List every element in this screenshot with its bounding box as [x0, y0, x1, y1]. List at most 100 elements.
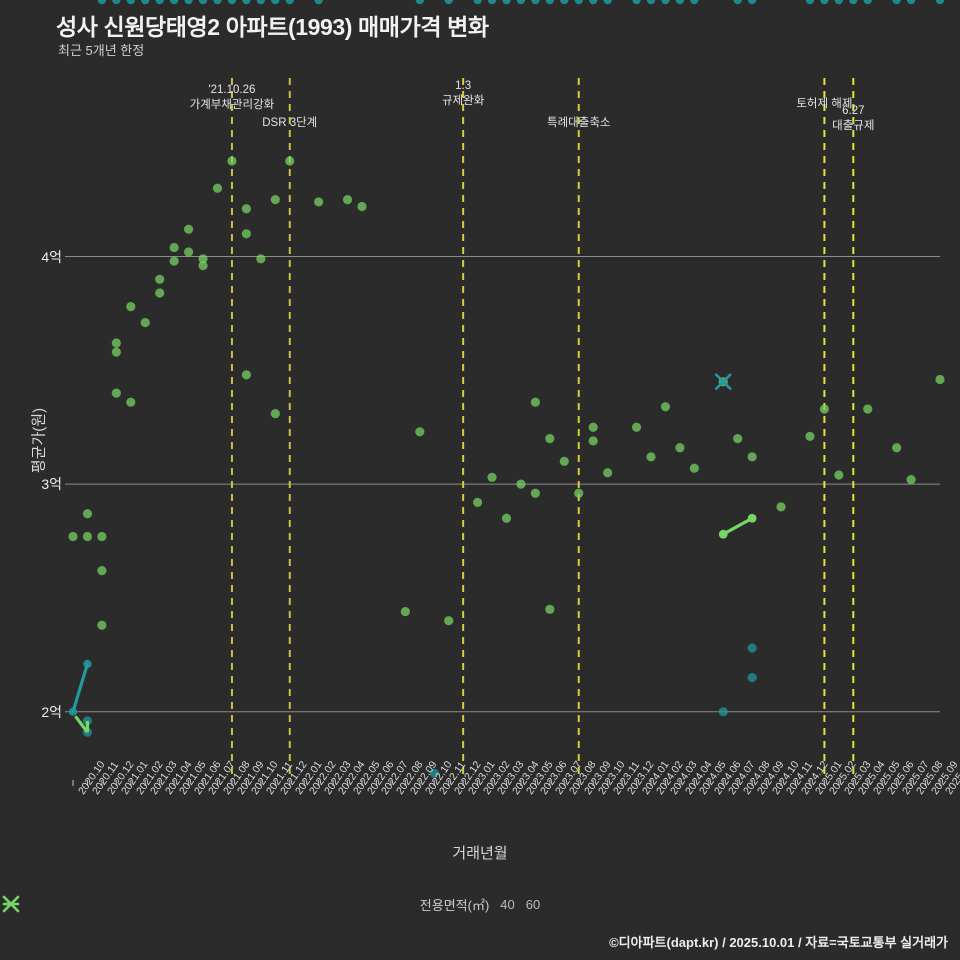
- legend-label-40: 40: [500, 897, 515, 912]
- scatter-point: [747, 643, 757, 653]
- y-tick-label: 3억: [41, 476, 62, 493]
- legend-entry-60[interactable]: 60: [2, 895, 541, 913]
- scatter-point: [126, 302, 136, 312]
- series-point-60: [213, 0, 222, 5]
- annotation-label-a1: '21.10.26 가계부채관리강화: [190, 84, 275, 112]
- legend-marker-x-icon: [2, 895, 20, 913]
- scatter-point: [516, 479, 526, 489]
- series-point-60: [589, 0, 598, 5]
- scatter-point: [140, 317, 150, 328]
- series-point-60: [574, 0, 583, 5]
- scatter-point: [834, 470, 844, 480]
- chart-subtitle: 최근 5개년 한정: [58, 43, 145, 58]
- series-point-60: [112, 0, 121, 5]
- series-line-40: [721, 516, 754, 536]
- scatter-point: [631, 422, 642, 432]
- series-point-60: [661, 0, 670, 5]
- scatter-point: [111, 388, 121, 398]
- scatter-point: [935, 374, 945, 385]
- scatter-point: [227, 156, 237, 166]
- scatter-point: [68, 531, 78, 542]
- series-point-60: [834, 0, 844, 5]
- series-point-60: [227, 0, 237, 5]
- scatter-point: [270, 195, 280, 205]
- scatter-point: [776, 502, 786, 512]
- series-point-60: [892, 0, 901, 5]
- legend-entry-40[interactable]: 40: [2, 895, 515, 913]
- scatter-point: [241, 229, 251, 239]
- footer-credit: ©디아파트(dapt.kr) / 2025.10.01 / 자료=국토교통부 실…: [609, 935, 948, 950]
- series-point-60: [141, 0, 150, 5]
- series-point-60: [83, 659, 92, 669]
- scatter-point: [155, 288, 165, 298]
- scatter-point: [429, 768, 439, 778]
- annotation-label-a6: 6.27 대출규제: [832, 105, 874, 133]
- scatter-point: [747, 672, 757, 683]
- series-point-60: [733, 0, 742, 5]
- scatter-point: [444, 616, 454, 626]
- series-point-60: [502, 0, 511, 5]
- scatter-point: [342, 195, 353, 205]
- y-axis-title: 평균가(원): [30, 407, 48, 474]
- scatter-point: [82, 509, 93, 519]
- annotation-line1: '21.10.26: [208, 84, 256, 96]
- scatter-point: [588, 422, 598, 432]
- series-point-60: [198, 0, 208, 5]
- scatter-point: [285, 156, 295, 166]
- annotation-label-a3: 1.3 규제완화: [442, 80, 484, 108]
- scatter-point: [126, 397, 136, 407]
- scatter-point: [530, 397, 541, 407]
- scatter-point: [487, 472, 497, 482]
- annotation-label-a5: 토허제 해제: [796, 95, 852, 111]
- legend-label-60: 60: [525, 897, 541, 912]
- scatter-point: [603, 468, 613, 478]
- series-point-60: [906, 0, 916, 5]
- scatter-point: [906, 474, 916, 485]
- annotation-line2: 대출규제: [832, 120, 875, 132]
- data-point-marker: [714, 373, 732, 391]
- scatter-point: [97, 566, 107, 576]
- scatter-point: [530, 488, 541, 498]
- series-point-60: [632, 0, 641, 5]
- series-point-60: [97, 0, 107, 5]
- series-point-60: [849, 0, 858, 5]
- scatter-point: [473, 497, 483, 507]
- annotation-line1: 6.27: [842, 105, 865, 117]
- scatter-point: [270, 408, 280, 419]
- scatter-point: [588, 436, 598, 446]
- series-point-60: [545, 0, 555, 5]
- scatter-point: [241, 370, 251, 380]
- scatter-point: [805, 431, 815, 441]
- series-point-60: [603, 0, 612, 5]
- scatter-point: [415, 427, 425, 437]
- scatter-point: [198, 261, 208, 271]
- annotation-label-a4: 특례대출축소: [547, 114, 610, 130]
- scatter-point: [111, 347, 121, 357]
- series-point-60: [271, 0, 280, 5]
- series-point-40: [718, 529, 728, 539]
- series-line-40-early: [74, 715, 89, 734]
- scatter-point: [501, 513, 512, 523]
- scatter-point: [256, 254, 266, 264]
- annotation-line2: 토허제 해제: [796, 98, 853, 110]
- series-point-60: [473, 0, 482, 5]
- series-point-60: [747, 0, 757, 5]
- scatter-point: [241, 204, 251, 214]
- series-point-60: [646, 0, 656, 5]
- scatter-point: [184, 224, 194, 234]
- series-point-60: [314, 0, 323, 5]
- chart-legend: 전용면적(㎡) 40 60: [0, 895, 960, 914]
- scatter-point: [82, 531, 93, 542]
- annotation-line1: 1.3: [455, 80, 472, 92]
- series-point-60: [415, 0, 424, 5]
- series-point-60: [820, 0, 829, 5]
- scatter-point: [184, 247, 194, 257]
- scatter-point: [574, 488, 584, 498]
- scatter-point: [198, 254, 208, 264]
- series-line-60: [71, 662, 90, 714]
- series-point-60: [169, 0, 179, 5]
- series-point-60: [444, 0, 453, 5]
- scatter-point: [212, 183, 223, 193]
